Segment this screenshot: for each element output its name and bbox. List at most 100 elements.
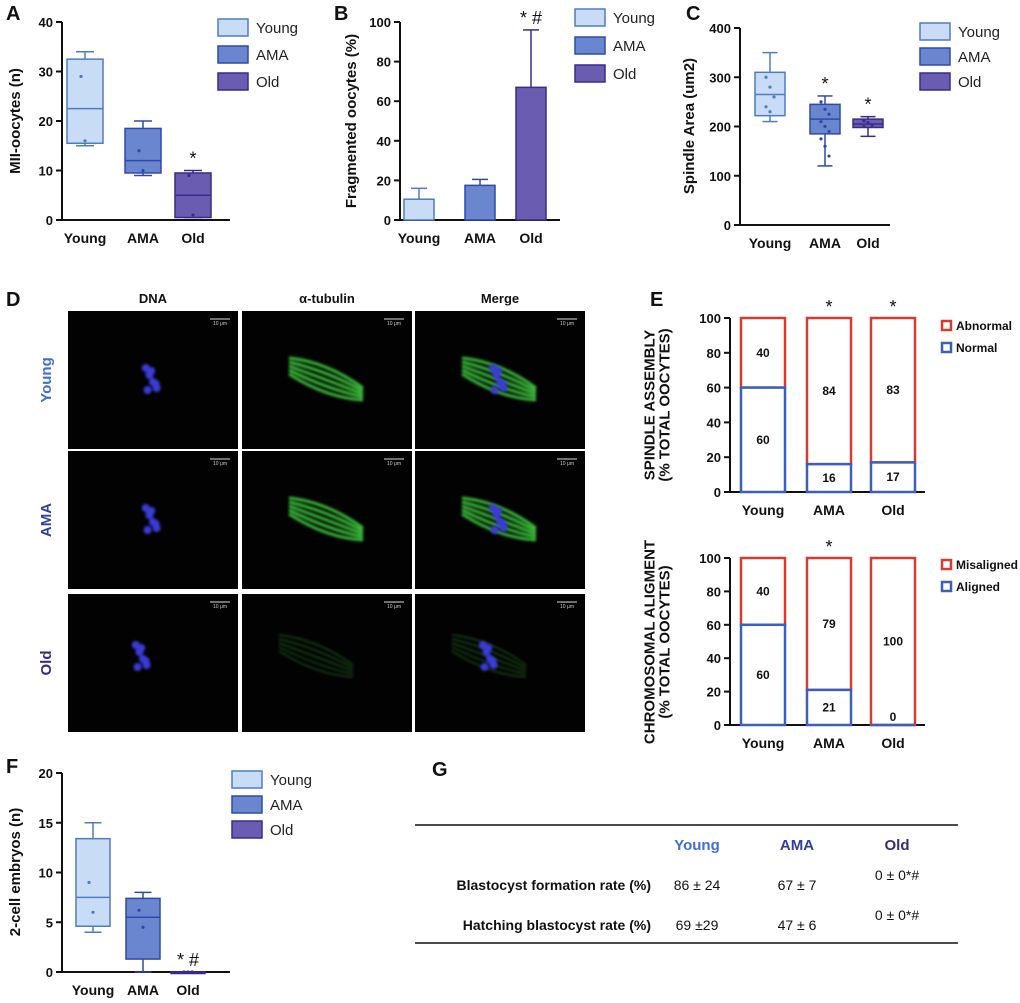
y-tick-label: 60 bbox=[707, 618, 721, 633]
scale-bar-label: 10 μm bbox=[213, 321, 227, 327]
data-point bbox=[186, 970, 190, 974]
dna-cluster bbox=[141, 504, 161, 534]
y-tick-label: 20 bbox=[707, 685, 721, 700]
data-label: 40 bbox=[756, 584, 770, 598]
table-cell: 0 ± 0*# bbox=[875, 867, 919, 883]
panel-letter: C bbox=[686, 3, 700, 25]
panel-letter: F bbox=[6, 756, 18, 778]
box-iqr bbox=[75, 837, 111, 927]
data-point bbox=[866, 120, 870, 125]
segment-misaligned bbox=[805, 556, 853, 692]
legend-label: Old bbox=[613, 66, 636, 83]
data-label: 60 bbox=[756, 668, 770, 682]
x-category-label: Young bbox=[398, 230, 441, 246]
dna-blob bbox=[490, 526, 499, 534]
spindle-fiber bbox=[461, 372, 537, 402]
significance-marker: * # bbox=[177, 950, 199, 970]
legend-label: AMA bbox=[270, 797, 303, 814]
y-tick-label: 40 bbox=[707, 651, 721, 666]
dna-cluster bbox=[488, 364, 508, 394]
y-tick-label: 20 bbox=[377, 173, 391, 188]
data-point bbox=[79, 74, 83, 79]
data-label: 79 bbox=[822, 617, 836, 631]
legend-swatch bbox=[217, 72, 249, 91]
panel-letter: E bbox=[650, 289, 663, 311]
legend-swatch bbox=[231, 795, 263, 814]
y-tick-label: 5 bbox=[46, 915, 53, 930]
significance-marker: * bbox=[825, 297, 832, 317]
y-tick-label: 20 bbox=[39, 114, 53, 129]
y-tick-label: 0 bbox=[714, 485, 721, 500]
column-label: α-tubulin bbox=[299, 291, 355, 306]
x-category-label: Old bbox=[881, 735, 904, 751]
micrograph-bg bbox=[415, 594, 585, 732]
micrograph-bg bbox=[242, 594, 412, 732]
significance-marker: * bbox=[889, 297, 896, 317]
stacked-bar-ama: 84 16 * bbox=[805, 297, 853, 494]
data-point bbox=[83, 139, 87, 143]
data-label: 40 bbox=[756, 346, 770, 360]
dna-cluster bbox=[131, 641, 151, 671]
significance-marker: * bbox=[825, 537, 832, 557]
y-tick-label: 100 bbox=[369, 15, 391, 30]
y-tick-label: 60 bbox=[707, 381, 721, 396]
x-category-label: AMA bbox=[809, 235, 841, 251]
x-category-label: Old bbox=[181, 230, 204, 246]
micrograph-old-2: 10 μm bbox=[415, 594, 585, 732]
dna-blob bbox=[151, 380, 160, 388]
y-tick-label: 10 bbox=[39, 866, 53, 881]
y-axis-title: Spindle Area (um2) bbox=[681, 58, 698, 194]
data-label: 84 bbox=[822, 384, 836, 398]
y-tick-label: 0 bbox=[46, 965, 53, 980]
box-ama bbox=[124, 120, 162, 177]
scale-bar-label: 10 μm bbox=[387, 604, 401, 610]
spindle-fiber bbox=[288, 372, 364, 402]
table-cell: 47 ± 6 bbox=[778, 917, 817, 933]
spindle-fiber bbox=[288, 368, 364, 399]
significance-marker: * bbox=[821, 74, 828, 94]
dna-blob bbox=[133, 663, 142, 671]
legend-swatch bbox=[940, 319, 953, 332]
row-label: Old bbox=[38, 651, 55, 676]
panel-d-micrographs: D DNA α-tubulin Merge Young 10 μm 10 μm 10 μm AM… bbox=[6, 289, 585, 732]
y-tick-label: 200 bbox=[709, 120, 731, 135]
data-point bbox=[823, 124, 827, 129]
y-tick-label: 400 bbox=[709, 21, 731, 36]
box-young bbox=[66, 50, 104, 147]
data-point bbox=[827, 112, 831, 116]
spindle-shape bbox=[288, 496, 364, 542]
spindle-shape bbox=[278, 634, 354, 678]
data-point bbox=[182, 970, 186, 974]
spindle-fiber bbox=[278, 638, 354, 669]
table-header: Old bbox=[885, 837, 910, 854]
y-axis-title: Fragmented oocytes (%) bbox=[343, 34, 360, 208]
segment-normal bbox=[805, 462, 853, 494]
x-category-label: AMA bbox=[813, 735, 845, 751]
panel-b-chart: 0 20 40 60 80 100 Young AMA Old Fragmented oocyte… bbox=[334, 3, 655, 246]
y-tick-label: 20 bbox=[707, 450, 721, 465]
box-old: * bbox=[852, 95, 884, 138]
y-tick-label: 0 bbox=[714, 718, 721, 733]
x-category-label: Old bbox=[519, 230, 542, 246]
data-point bbox=[141, 168, 145, 173]
y-tick-label: 15 bbox=[39, 816, 53, 831]
box-ama: * bbox=[809, 74, 841, 167]
data-point bbox=[137, 908, 141, 912]
spindle-fiber bbox=[278, 646, 354, 675]
spindle-fiber bbox=[288, 360, 364, 393]
row-label: AMA bbox=[38, 503, 55, 537]
dna-blob bbox=[151, 520, 160, 528]
stacked-bar-young: 40 60 bbox=[739, 556, 787, 727]
bar-rect bbox=[515, 86, 547, 221]
y-tick-label: 30 bbox=[39, 65, 53, 80]
legend-label: Old bbox=[256, 74, 279, 91]
y-tick-label: 80 bbox=[707, 584, 721, 599]
table-header: AMA bbox=[780, 837, 814, 854]
legend-label: Young bbox=[270, 772, 312, 789]
box-old: * bbox=[174, 149, 212, 219]
table-cell: 67 ± 7 bbox=[778, 877, 817, 893]
dna-cluster bbox=[141, 364, 161, 394]
data-point bbox=[87, 880, 91, 885]
column-label: DNA bbox=[139, 291, 168, 306]
